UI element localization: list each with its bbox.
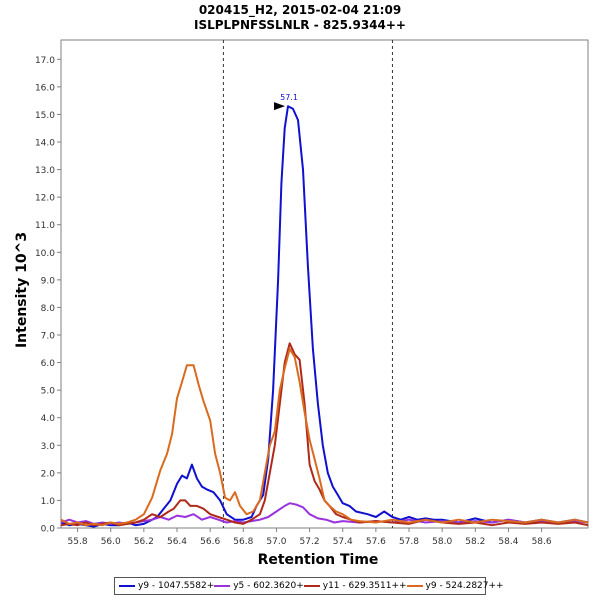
legend-swatch bbox=[214, 585, 231, 587]
y-tick-label: 5.0 bbox=[41, 387, 56, 397]
x-tick-label: 55.8 bbox=[68, 537, 88, 547]
x-tick-label: 56.0 bbox=[101, 537, 121, 547]
y-tick-label: 1.0 bbox=[41, 497, 56, 507]
x-tick-label: 57.6 bbox=[366, 537, 386, 547]
y-tick-label: 10.0 bbox=[35, 249, 55, 259]
y-tick-label: 11.0 bbox=[35, 221, 55, 231]
annotation-layer: 57.1 bbox=[274, 93, 298, 111]
plot-axes: 0.0 1.0 2.0 3.0 4.0 5.0 6.0 7.0 8.0 9.0 10.0 11.0 12… bbox=[35, 39, 589, 547]
x-tick-label: 56.2 bbox=[134, 537, 154, 547]
x-tick-label: 56.4 bbox=[167, 537, 187, 547]
chart-title: 020415_H2, 2015-02-04 21:09 bbox=[198, 3, 402, 17]
y-tick-label: 4.0 bbox=[41, 414, 56, 424]
y-tick-label: 17.0 bbox=[35, 56, 55, 66]
legend-item: y5 - 602.3620+ bbox=[214, 581, 304, 591]
y-tick-label: 8.0 bbox=[41, 304, 56, 314]
legend-item: y9 - 1047.5582+ bbox=[119, 581, 214, 591]
legend-swatch bbox=[406, 585, 423, 587]
peak-label: 57.1 bbox=[280, 93, 298, 102]
legend-label: y5 - 602.3620+ bbox=[233, 581, 304, 591]
y-tick-label: 6.0 bbox=[41, 359, 56, 369]
y-tick-label: 3.0 bbox=[41, 442, 56, 452]
series-layer bbox=[60, 105, 589, 528]
x-axis-label: Retention Time bbox=[258, 552, 379, 568]
x-tick-label: 58.6 bbox=[532, 537, 552, 547]
x-tick-label: 58.2 bbox=[465, 537, 485, 547]
x-tick-label: 56.6 bbox=[200, 537, 220, 547]
legend-label: y9 - 1047.5582+ bbox=[138, 581, 215, 591]
y-tick-label: 13.0 bbox=[35, 166, 55, 176]
chart-legend: y9 - 1047.5582+ y5 - 602.3620+ y11 - 629.3… bbox=[114, 577, 504, 595]
y-tick-label: 0.0 bbox=[41, 525, 56, 535]
x-tick-label: 57.2 bbox=[300, 537, 320, 547]
y-tick-label: 9.0 bbox=[41, 276, 56, 286]
y-tick-label: 7.0 bbox=[41, 332, 56, 342]
x-tick-label: 57.0 bbox=[266, 537, 286, 547]
x-tick-label: 58.4 bbox=[498, 537, 518, 547]
x-tick-label: 58.0 bbox=[432, 537, 452, 547]
y-tick-label: 15.0 bbox=[35, 111, 55, 121]
x-tick-label: 57.4 bbox=[333, 537, 353, 547]
chart-subtitle: ISLPLPNFSSLNLR - 825.9344++ bbox=[193, 18, 406, 32]
peak-arrow-icon bbox=[274, 102, 286, 111]
legend-swatch bbox=[119, 585, 135, 587]
y-tick-label: 12.0 bbox=[35, 194, 55, 204]
series-line-4 bbox=[60, 347, 589, 527]
x-tick-label: 56.8 bbox=[233, 537, 253, 547]
legend-swatch bbox=[303, 585, 320, 587]
x-tick-label: 57.8 bbox=[399, 537, 419, 547]
legend-label: y11 - 629.3511++ bbox=[322, 581, 407, 591]
y-axis-label: Intensity 10^3 bbox=[14, 232, 30, 348]
plot-frame bbox=[60, 39, 589, 529]
y-tick-label: 16.0 bbox=[35, 83, 55, 93]
legend-item: y9 - 524.2827++ bbox=[406, 581, 504, 591]
legend-item: y11 - 629.3511++ bbox=[303, 581, 407, 591]
y-tick-label: 2.0 bbox=[41, 469, 56, 479]
legend-label: y9 - 524.2827++ bbox=[425, 581, 504, 591]
y-tick-label: 14.0 bbox=[35, 139, 55, 149]
